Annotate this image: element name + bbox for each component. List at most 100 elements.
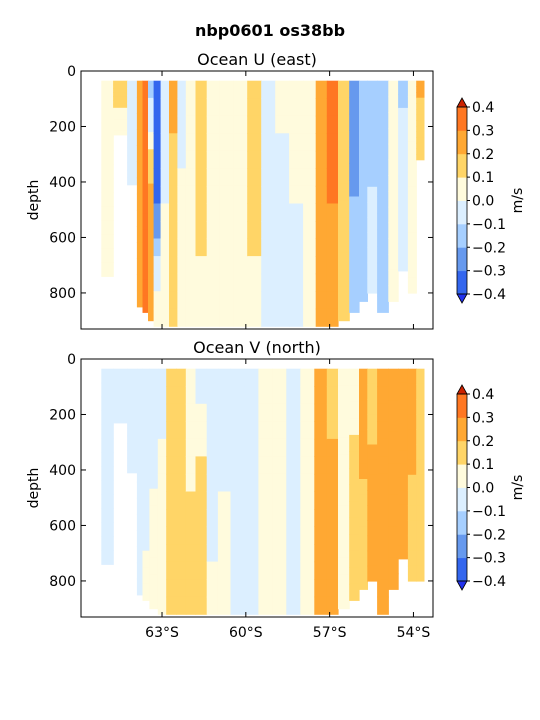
data-cell (206, 168, 220, 187)
data-cell (261, 203, 276, 222)
data-cell (206, 456, 219, 475)
data-cell (127, 140, 138, 149)
data-cell (113, 415, 128, 420)
data-cell (185, 561, 197, 580)
data-cell (367, 262, 378, 279)
data-cell (153, 308, 162, 327)
data-cell (148, 183, 155, 202)
data-cell (388, 431, 399, 449)
data-cell (206, 526, 219, 545)
data-cell (177, 115, 187, 134)
data-cell (233, 221, 248, 240)
data-cell (300, 561, 315, 580)
data-cell (127, 80, 138, 89)
data-cell (113, 376, 128, 381)
data-cell (176, 561, 187, 580)
data-cell (244, 491, 259, 510)
data-cell (258, 579, 273, 598)
data-cell (338, 454, 350, 473)
data-cell (101, 234, 114, 249)
data-cell (136, 290, 144, 308)
data-cell (233, 291, 248, 310)
data-cell (261, 273, 276, 292)
data-cell (338, 574, 350, 593)
data-cell (206, 438, 219, 457)
data-cell (233, 168, 248, 187)
data-cell (258, 596, 273, 615)
data-cell (136, 161, 144, 179)
data-cell (149, 574, 159, 593)
data-cell (185, 438, 197, 457)
data-cell (377, 180, 389, 198)
data-cell (127, 376, 138, 385)
data-cell (233, 80, 248, 99)
data-cell (113, 84, 128, 90)
data-cell (157, 421, 167, 440)
data-cell (230, 473, 246, 492)
data-cell (149, 557, 159, 575)
data-cell (326, 561, 339, 580)
data-cell (166, 386, 177, 405)
data-cell (169, 291, 178, 310)
data-cell (169, 203, 178, 222)
data-cell (338, 523, 350, 541)
data-cell (377, 196, 389, 214)
data-cell (398, 409, 409, 424)
data-cell (148, 200, 155, 219)
data-cell (101, 150, 114, 166)
data-cell (338, 252, 350, 270)
colorbar-tick-label: −0.4 (472, 574, 506, 590)
data-cell (233, 98, 248, 117)
data-cell (136, 578, 144, 596)
data-cell (275, 291, 290, 310)
data-cell (272, 403, 287, 422)
colorbar-tick-label: 0.4 (472, 100, 494, 116)
colorbar-tick-label: 0.3 (472, 123, 494, 139)
data-cell (195, 273, 208, 292)
data-cell (377, 403, 389, 422)
data-cell (314, 421, 328, 440)
data-cell (160, 150, 170, 169)
data-cell (398, 189, 409, 204)
data-cell (136, 384, 144, 402)
data-cell (261, 150, 276, 169)
data-cell (169, 133, 178, 152)
data-cell (206, 98, 220, 117)
data-cell (289, 168, 304, 187)
data-cell (286, 438, 301, 457)
data-cell (407, 459, 417, 476)
data-cell (244, 386, 259, 405)
data-cell (272, 579, 287, 598)
data-cell (303, 185, 317, 204)
data-cell (149, 403, 159, 421)
data-cell (349, 583, 360, 601)
data-cell (398, 368, 409, 383)
data-cell (101, 262, 114, 277)
data-cell (166, 421, 177, 440)
data-cell (113, 107, 128, 113)
data-cell (367, 474, 378, 491)
data-cell (136, 226, 144, 243)
data-cell (136, 129, 144, 146)
data-cell (101, 80, 114, 96)
data-cell (398, 202, 409, 218)
data-cell (407, 126, 417, 142)
data-cell (247, 273, 262, 292)
data-cell (127, 147, 138, 156)
data-cell (416, 490, 425, 506)
data-cell (377, 596, 389, 615)
data-cell (157, 368, 167, 387)
data-cell (113, 418, 128, 424)
data-cell (206, 150, 220, 169)
data-cell (388, 254, 399, 271)
data-cell (185, 526, 197, 545)
data-cell (359, 269, 368, 287)
data-cell (286, 421, 301, 440)
data-cell (136, 209, 144, 227)
data-cell (113, 395, 128, 401)
data-cell (136, 562, 144, 580)
data-cell (219, 150, 234, 169)
data-cell (326, 368, 339, 387)
data-cell (275, 308, 290, 327)
data-cell (416, 97, 425, 104)
